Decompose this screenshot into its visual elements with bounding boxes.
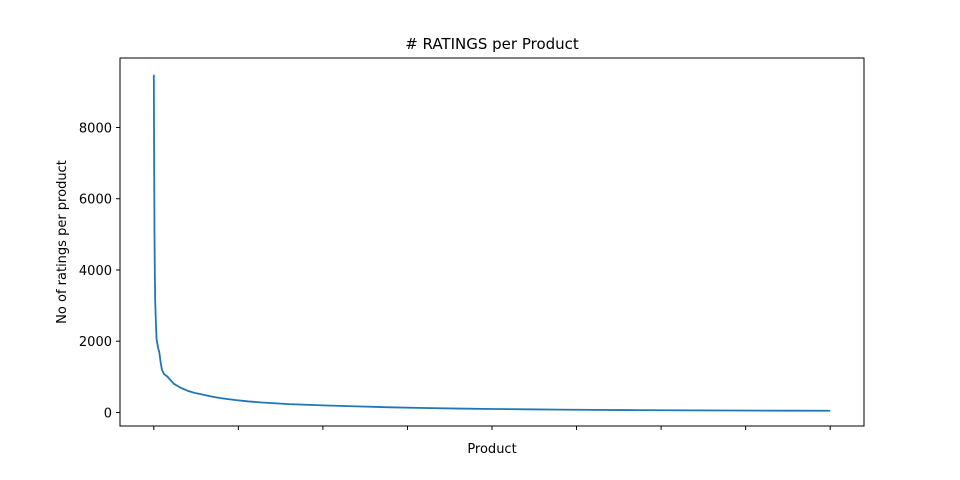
series-line (152, 74, 831, 412)
y-axis: 0 2000 4000 6000 8000 (79, 121, 120, 421)
y-tick-label: 6000 (79, 193, 112, 208)
y-axis-label: No of ratings per product (55, 160, 70, 324)
y-tick-label: 4000 (79, 264, 112, 279)
y-tick-label: 2000 (79, 335, 112, 350)
x-axis-label: Product (467, 442, 516, 457)
x-axis (153, 426, 831, 430)
plot-area (119, 57, 865, 427)
chart-title: # RATINGS per Product (405, 35, 579, 53)
y-tick-label: 0 (104, 406, 112, 421)
y-tick-label: 8000 (79, 121, 112, 136)
series-layer (152, 74, 831, 412)
